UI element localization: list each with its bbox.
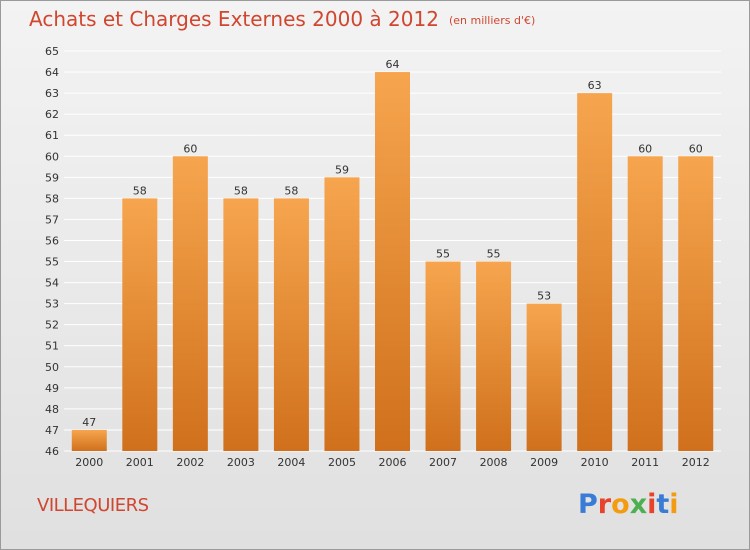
bar-2002	[172, 156, 208, 451]
data-label-2004: 58	[284, 184, 298, 197]
x-tick-label-2000: 2000	[75, 456, 103, 469]
y-tick-label: 57	[45, 213, 59, 226]
data-label-2003: 58	[234, 184, 248, 197]
y-tick-label: 50	[45, 361, 59, 374]
city-name: VILLEQUIERS	[37, 495, 149, 516]
data-label-2011: 60	[638, 142, 652, 155]
y-tick-label: 64	[45, 66, 59, 79]
x-tick-label-2012: 2012	[682, 456, 710, 469]
y-tick-label: 58	[45, 192, 59, 205]
y-tick-label: 62	[45, 108, 59, 121]
data-label-2005: 59	[335, 163, 349, 176]
y-tick-label: 55	[45, 256, 59, 269]
data-label-2001: 58	[133, 184, 147, 197]
bar-2009	[526, 303, 562, 451]
x-tick-label-2003: 2003	[227, 456, 255, 469]
data-label-2008: 55	[487, 248, 501, 261]
x-tick-label-2005: 2005	[328, 456, 356, 469]
y-tick-label: 65	[45, 45, 59, 58]
title-row: Achats et Charges Externes 2000 à 2012 (e…	[29, 7, 535, 31]
y-tick-label: 48	[45, 403, 59, 416]
y-tick-label: 51	[45, 340, 59, 353]
data-label-2010: 63	[588, 79, 602, 92]
y-tick-label: 49	[45, 382, 59, 395]
data-label-2012: 60	[689, 142, 703, 155]
chart-title: Achats et Charges Externes 2000 à 2012	[29, 7, 439, 31]
y-tick-label: 46	[45, 445, 59, 458]
y-tick-label: 63	[45, 87, 59, 100]
y-tick-label: 47	[45, 424, 59, 437]
chart-subtitle: (en milliers d'€)	[448, 14, 536, 27]
x-tick-label-2001: 2001	[126, 456, 154, 469]
data-label-2002: 60	[183, 142, 197, 155]
logo-letter: t	[656, 489, 670, 520]
x-tick-label-2006: 2006	[379, 456, 407, 469]
x-tick-label-2004: 2004	[277, 456, 305, 469]
bar-2004	[273, 198, 309, 451]
logo-letter: i	[669, 489, 679, 520]
bars	[71, 72, 714, 452]
y-tick-label: 52	[45, 319, 59, 332]
x-axis-ticks: 2000 2001 2002 2003 2004 2005 2006 2007 2008 2009…	[75, 456, 709, 469]
bar-2012	[678, 156, 714, 451]
bar-2003	[223, 198, 259, 451]
logo-letter: r	[597, 489, 612, 520]
y-tick-label: 59	[45, 171, 59, 184]
logo-letter: x	[629, 489, 648, 520]
data-label-2009: 53	[537, 290, 551, 303]
data-label-2006: 64	[386, 58, 400, 71]
x-tick-label-2008: 2008	[480, 456, 508, 469]
data-label-2007: 55	[436, 248, 450, 261]
logo-letter: P	[578, 489, 598, 520]
x-tick-label-2002: 2002	[176, 456, 204, 469]
data-labels: 47 58 60 58 58 59 64 55 55 53 63 60 60	[82, 58, 702, 429]
y-tick-label: 61	[45, 129, 59, 142]
proxiti-logo[interactable]: Proxiti	[578, 489, 679, 520]
y-axis-ticks: 46 47 48 49 50 51 52 53 54 55 56 57 58 59 60 61 62 63 64 65	[45, 45, 59, 458]
y-tick-label: 53	[45, 298, 59, 311]
bar-2007	[425, 261, 461, 451]
x-tick-label-2011: 2011	[631, 456, 659, 469]
x-tick-label-2010: 2010	[581, 456, 609, 469]
bar-2000	[71, 429, 107, 451]
x-tick-label-2009: 2009	[530, 456, 558, 469]
bar-2005	[324, 177, 360, 451]
data-label-2000: 47	[82, 416, 96, 429]
bar-2011	[627, 156, 663, 451]
x-tick-label-2007: 2007	[429, 456, 457, 469]
bar-2001	[122, 198, 158, 451]
bar-2006	[375, 72, 410, 451]
bar-2010	[577, 93, 613, 452]
y-tick-label: 56	[45, 234, 59, 247]
logo-letter: o	[611, 489, 630, 520]
logo-letter: i	[647, 489, 657, 520]
bar-2008	[476, 261, 512, 451]
y-tick-label: 60	[45, 150, 59, 163]
y-tick-label: 54	[45, 277, 59, 290]
